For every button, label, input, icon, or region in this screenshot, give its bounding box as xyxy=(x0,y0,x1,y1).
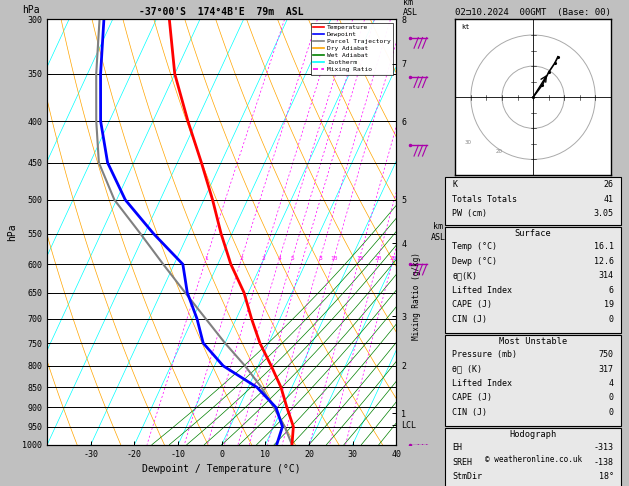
Text: Hodograph: Hodograph xyxy=(509,430,557,439)
Text: 10: 10 xyxy=(330,256,338,261)
Text: 20: 20 xyxy=(375,256,382,261)
Text: -313: -313 xyxy=(594,443,614,452)
Text: -37°00'S  174°4B'E  79m  ASL: -37°00'S 174°4B'E 79m ASL xyxy=(140,7,304,17)
Text: 8: 8 xyxy=(318,256,322,261)
Text: 0: 0 xyxy=(609,408,614,417)
Text: Temp (°C): Temp (°C) xyxy=(452,243,498,251)
Y-axis label: hPa: hPa xyxy=(7,223,17,241)
Text: Surface: Surface xyxy=(515,229,552,239)
Text: 3.05: 3.05 xyxy=(594,209,614,218)
Text: CIN (J): CIN (J) xyxy=(452,408,487,417)
Text: 41: 41 xyxy=(604,195,614,204)
Text: CAPE (J): CAPE (J) xyxy=(452,300,493,309)
Text: 1: 1 xyxy=(204,256,208,261)
Text: 15: 15 xyxy=(356,256,364,261)
Text: kt: kt xyxy=(462,24,470,30)
Text: 26: 26 xyxy=(604,180,614,189)
X-axis label: Dewpoint / Temperature (°C): Dewpoint / Temperature (°C) xyxy=(142,464,301,474)
Y-axis label: km
ASL: km ASL xyxy=(431,223,446,242)
Text: 5: 5 xyxy=(291,256,294,261)
Text: 3: 3 xyxy=(262,256,265,261)
Text: 30: 30 xyxy=(465,140,472,145)
Text: 02⊐10.2024  00GMT  (Base: 00): 02⊐10.2024 00GMT (Base: 00) xyxy=(455,8,611,17)
Text: 0: 0 xyxy=(609,393,614,402)
Text: 6: 6 xyxy=(609,286,614,295)
Text: hPa: hPa xyxy=(22,4,40,15)
Text: 750: 750 xyxy=(599,350,614,359)
Text: CIN (J): CIN (J) xyxy=(452,314,487,324)
Text: CAPE (J): CAPE (J) xyxy=(452,393,493,402)
Text: 4: 4 xyxy=(277,256,281,261)
Text: 20: 20 xyxy=(496,149,503,154)
Text: 317: 317 xyxy=(599,364,614,374)
Text: Mixing Ratio (g/kg): Mixing Ratio (g/kg) xyxy=(412,252,421,340)
Text: 2: 2 xyxy=(240,256,243,261)
Text: StmDir: StmDir xyxy=(452,472,482,481)
Text: © weatheronline.co.uk: © weatheronline.co.uk xyxy=(484,455,582,464)
Text: Pressure (mb): Pressure (mb) xyxy=(452,350,518,359)
Bar xyxy=(445,177,621,225)
Text: 12.6: 12.6 xyxy=(594,257,614,266)
Text: Lifted Index: Lifted Index xyxy=(452,286,513,295)
Text: 19: 19 xyxy=(604,300,614,309)
Text: K: K xyxy=(452,180,457,189)
Text: θᴄ(K): θᴄ(K) xyxy=(452,271,477,280)
Text: PW (cm): PW (cm) xyxy=(452,209,487,218)
Legend: Temperature, Dewpoint, Parcel Trajectory, Dry Adiabat, Wet Adiabat, Isotherm, Mi: Temperature, Dewpoint, Parcel Trajectory… xyxy=(311,22,393,74)
Text: EH: EH xyxy=(452,443,462,452)
Text: 16.1: 16.1 xyxy=(594,243,614,251)
Text: 4: 4 xyxy=(609,379,614,388)
Text: Most Unstable: Most Unstable xyxy=(499,337,567,346)
Text: 25: 25 xyxy=(389,256,397,261)
Text: km
ASL: km ASL xyxy=(403,0,418,17)
Bar xyxy=(445,335,621,426)
Text: θᴄ (K): θᴄ (K) xyxy=(452,364,482,374)
Text: Lifted Index: Lifted Index xyxy=(452,379,513,388)
Bar xyxy=(445,428,621,486)
Text: 314: 314 xyxy=(599,271,614,280)
Bar xyxy=(445,227,621,333)
Text: 18°: 18° xyxy=(599,472,614,481)
Text: 0: 0 xyxy=(609,314,614,324)
Text: -138: -138 xyxy=(594,458,614,467)
Text: Dewp (°C): Dewp (°C) xyxy=(452,257,498,266)
Text: Totals Totals: Totals Totals xyxy=(452,195,518,204)
Text: SREH: SREH xyxy=(452,458,472,467)
